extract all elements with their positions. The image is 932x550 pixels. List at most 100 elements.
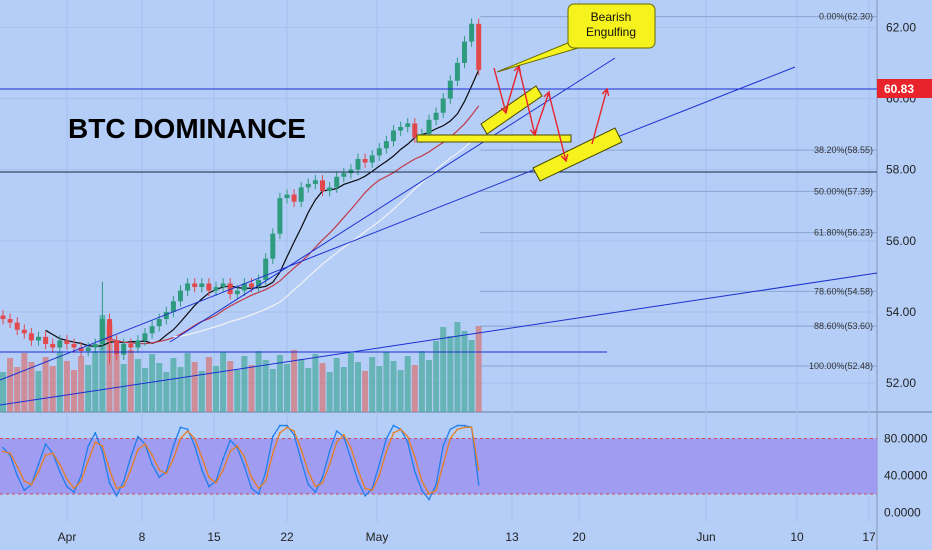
stochastic-point	[122, 480, 125, 482]
stochastic-point	[243, 465, 246, 468]
fib-level-label: 50.00%(57.39)	[814, 186, 873, 196]
stochastic-series-line	[2, 426, 480, 495]
candle-body	[277, 198, 283, 234]
candle-body	[341, 173, 347, 177]
candle-body	[334, 176, 340, 188]
stochastic-point	[243, 456, 246, 458]
volume-bar	[49, 366, 56, 412]
stochastic-point	[129, 456, 132, 458]
callout-line-2: Engulfing	[586, 25, 636, 39]
volume-bar	[71, 370, 77, 412]
volume-bar	[369, 357, 376, 412]
candle-body	[469, 23, 475, 42]
drawings[interactable]	[0, 57, 878, 406]
stochastic-point	[186, 430, 189, 432]
time-tick-label: Jun	[696, 530, 715, 544]
candle-body	[412, 123, 418, 138]
volume-bar	[177, 367, 184, 412]
rising-trendline-steep	[169, 57, 616, 343]
stochastic-point	[470, 426, 473, 429]
support-zone-horizontal	[416, 134, 572, 143]
volume-bar	[468, 340, 475, 412]
stochastic-point	[293, 430, 295, 432]
candle-body	[312, 180, 318, 184]
volume-bar	[21, 353, 28, 412]
stochastic-point	[208, 485, 210, 488]
stochastic-point	[58, 470, 61, 473]
volume-bar	[63, 361, 70, 412]
volume-bar	[326, 372, 333, 412]
candle-body	[163, 311, 169, 320]
stochastic-point	[208, 476, 210, 479]
stochastic-point	[229, 450, 232, 453]
price-badge-value: 60.83	[884, 82, 914, 96]
stochastic-point	[16, 474, 19, 477]
time-tick-label: Apr	[58, 530, 77, 544]
candle-body	[376, 148, 382, 156]
stochastic-point	[392, 424, 395, 427]
stochastic-point	[44, 443, 47, 445]
time-tick-label: 10	[790, 530, 804, 544]
candle-body	[298, 187, 304, 202]
stochastic-point	[271, 435, 274, 438]
stochastic-point	[406, 435, 409, 438]
stochastic-point	[87, 459, 90, 462]
stochastic-point	[23, 480, 26, 482]
candle-body	[135, 340, 141, 348]
candle-body	[454, 62, 460, 81]
volume-bar	[411, 365, 418, 412]
volume-bar	[234, 370, 241, 412]
stochastic-point	[350, 446, 352, 449]
stochastic-point	[80, 480, 82, 482]
stochastic-point	[200, 469, 203, 471]
candle-body	[362, 158, 368, 163]
stochastic-point	[66, 478, 68, 481]
volume-bar	[447, 336, 454, 412]
stochastic-point	[30, 483, 33, 486]
stochastic-point	[222, 457, 225, 460]
stochastic-point	[364, 487, 366, 490]
stochastic-point	[279, 432, 281, 434]
stochastic-point	[137, 448, 139, 451]
bearish-engulfing-callout[interactable]: Bearish Engulfing	[496, 3, 656, 73]
volume-bar	[134, 359, 141, 412]
stochastic-point	[87, 444, 90, 447]
candle-body	[426, 119, 432, 135]
volume-bar	[362, 371, 369, 412]
candle-body	[320, 180, 325, 191]
volume-bar	[227, 361, 234, 412]
time-tick-label: 13	[505, 530, 519, 544]
stochastic-point	[229, 439, 232, 442]
stochastic-point	[364, 494, 366, 497]
stochastic-point	[335, 441, 338, 444]
current-price-badge: 60.83	[877, 79, 932, 98]
candle-body	[192, 283, 198, 288]
stochastic-point	[307, 470, 310, 473]
projection-arrow	[534, 91, 550, 134]
stochastic-point	[94, 432, 97, 434]
stochastic-point	[129, 469, 132, 471]
candle-body	[227, 283, 233, 295]
candle-body	[99, 319, 105, 344]
candle-body	[121, 343, 127, 355]
candle-body	[92, 343, 98, 348]
candle-body	[462, 41, 467, 63]
volume-bar	[149, 354, 156, 412]
axes: 62.0060.0058.0056.0054.0052.0080.000040.…	[58, 20, 928, 544]
stochastic-point	[23, 489, 26, 492]
time-tick-label: 8	[139, 530, 146, 544]
volume-bar	[376, 366, 383, 412]
rising-trendline-base	[0, 272, 878, 406]
volume-bar	[255, 351, 262, 412]
volume-bar	[262, 360, 269, 412]
stochastic-point	[222, 469, 225, 471]
volume-bar	[404, 356, 411, 412]
volume-bar	[291, 350, 298, 412]
stochastic-point	[108, 481, 111, 484]
price-tick-label: 56.00	[886, 234, 916, 248]
callout-line-1: Bearish	[591, 10, 632, 24]
candle-body	[50, 343, 56, 348]
candle-body	[57, 340, 63, 348]
stochastic-point	[73, 487, 75, 490]
